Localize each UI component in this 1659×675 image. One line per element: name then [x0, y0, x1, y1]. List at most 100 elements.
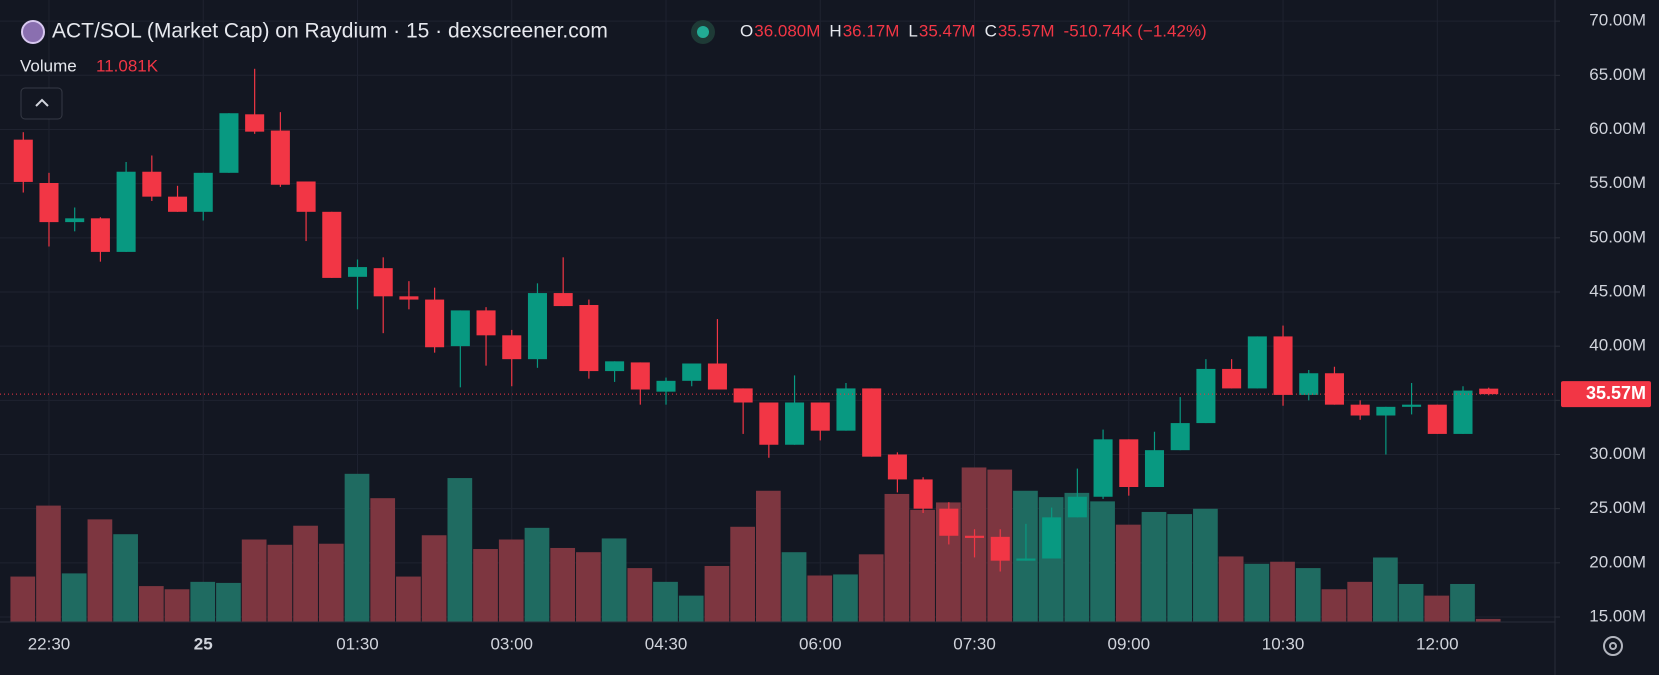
grid: [0, 0, 1555, 623]
volume-bar: [113, 534, 138, 623]
candle-body: [785, 402, 805, 445]
volume-bar: [10, 576, 36, 623]
x-tick-label: 22:30: [28, 634, 71, 653]
candle-body: [656, 380, 676, 392]
volume-bar: [36, 505, 61, 623]
volume-bar: [1398, 583, 1424, 623]
chart-title: ACT/SOL (Market Cap) on Raydium · 15 · d…: [52, 20, 608, 43]
candle-body: [836, 388, 856, 431]
candle-body: [219, 113, 239, 173]
candle-body: [1299, 373, 1319, 395]
volume-bar: [1450, 583, 1475, 623]
y-tick-label: 15.00M: [1589, 606, 1646, 625]
volume-bar: [858, 554, 884, 623]
candle-body: [682, 363, 702, 381]
volume-bar: [190, 581, 216, 623]
candle-body: [193, 172, 213, 212]
volume-value: 11.081K: [96, 56, 159, 75]
volume-bar: [1270, 561, 1295, 623]
volume-bar: [1475, 618, 1501, 623]
x-tick-label: 10:30: [1262, 634, 1305, 653]
candle-body: [1119, 439, 1139, 488]
x-tick-label: 01:30: [336, 634, 379, 653]
volume-bar: [267, 544, 293, 623]
candle-body: [476, 310, 496, 336]
volume-bar: [653, 581, 678, 623]
ohlc-key: C: [985, 21, 997, 40]
candle-body: [913, 479, 933, 509]
ohlc-value: 35.47M: [919, 21, 976, 40]
candle-body: [1016, 558, 1036, 561]
volume-bar: [678, 595, 704, 623]
candle-body: [39, 183, 59, 223]
token-logo: [21, 20, 45, 44]
volume-bar: [627, 568, 653, 623]
ohlc-value: 36.080M: [754, 21, 820, 40]
ohlc-key: O: [740, 21, 753, 40]
candle-body: [1427, 404, 1447, 434]
candle-body: [1350, 404, 1370, 416]
volume-bar: [87, 519, 113, 623]
candle-body: [527, 293, 547, 360]
candle-body: [965, 535, 985, 538]
candle-body: [13, 139, 33, 182]
volume-bar: [370, 498, 396, 623]
volume-bar: [833, 574, 858, 623]
volume-bar: [138, 586, 164, 623]
y-tick-label: 45.00M: [1589, 281, 1646, 300]
volume-bar: [807, 575, 833, 623]
volume-bar: [1090, 501, 1115, 623]
candle-body: [887, 454, 907, 480]
collapse-button[interactable]: [20, 87, 63, 120]
x-tick-label: 04:30: [645, 634, 688, 653]
volume-bar: [164, 589, 190, 623]
candle-body: [1170, 423, 1190, 451]
candle-body: [425, 299, 445, 348]
settings-button[interactable]: [1603, 636, 1623, 656]
candle-body: [707, 363, 727, 390]
volume-bar: [241, 539, 267, 623]
volume-bar: [781, 552, 807, 623]
volume-bar: [730, 526, 755, 623]
candle-body: [1402, 404, 1422, 407]
candle-body: [322, 211, 342, 278]
volume-bar: [396, 576, 421, 623]
x-tick-label: 12:00: [1416, 634, 1459, 653]
candle-body: [1093, 439, 1113, 497]
candle-body: [1144, 450, 1165, 488]
y-tick-label: 50.00M: [1589, 227, 1646, 246]
volume-bar: [1167, 514, 1193, 623]
settings-icon: [1603, 636, 1623, 656]
volume-bar: [884, 493, 910, 623]
y-tick-label: 20.00M: [1589, 552, 1646, 571]
ohlc-value: 35.57M: [998, 21, 1055, 40]
candle-body: [245, 114, 265, 132]
candle-body: [810, 402, 830, 431]
x-tick-label: 06:00: [799, 634, 842, 653]
candle-body: [733, 388, 753, 403]
volume-bar: [1115, 524, 1141, 623]
volume-name: Volume: [20, 56, 77, 75]
candle-body: [605, 361, 625, 372]
candle-body: [1042, 517, 1062, 559]
volume-bar: [293, 525, 318, 623]
x-tick-label: 09:00: [1108, 634, 1151, 653]
volume-bar: [601, 538, 627, 623]
candle-body: [90, 218, 110, 252]
volume-bar: [421, 535, 447, 623]
candle-body: [347, 267, 368, 277]
collapse-icon: [35, 98, 49, 107]
candle-body: [1196, 368, 1216, 424]
volume-bar: [704, 565, 730, 623]
y-tick-label: 30.00M: [1589, 444, 1646, 463]
candle-body: [373, 268, 393, 297]
volume-bar: [344, 473, 370, 623]
y-tick-label: 65.00M: [1589, 65, 1646, 84]
candle-body: [116, 171, 136, 252]
y-tick-label: 70.00M: [1589, 11, 1646, 30]
candle-body: [168, 196, 188, 212]
candle-body: [990, 536, 1010, 561]
candle-body: [1222, 368, 1242, 389]
y-tick-label: 60.00M: [1589, 119, 1646, 138]
